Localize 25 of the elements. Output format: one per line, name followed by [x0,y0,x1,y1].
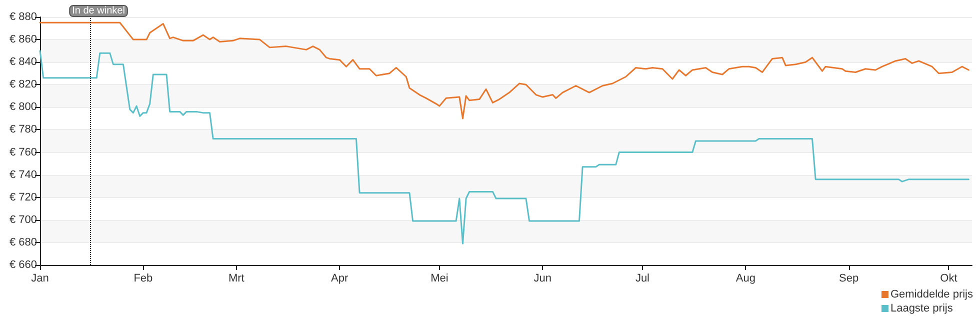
y-tick-label: € 700 [9,214,37,226]
y-tick-label: € 660 [9,259,37,271]
ref-line-label: In de winkel [72,6,125,16]
y-tick-label: € 880 [9,11,37,23]
x-tick-label: Aug [736,272,756,284]
x-tick-label: Apr [331,272,348,284]
x-tick-label: Mrt [228,272,244,284]
y-tick-label: € 800 [9,101,37,114]
legend-label: Laagste prijs [890,302,954,314]
y-tick-label: € 860 [9,34,37,46]
y-tick-label: € 840 [9,56,37,68]
x-tick-label: Sep [839,272,859,284]
x-tick-label: Mei [430,272,448,284]
y-tick-label: € 820 [9,78,37,91]
x-tick-label: Jun [534,272,552,284]
y-tick-label: € 760 [9,146,37,158]
y-tick-label: € 680 [9,236,37,248]
x-tick-label: Jan [31,272,49,284]
x-tick-label: Okt [940,272,958,284]
y-tick-label: € 740 [9,168,37,181]
x-tick-label: Feb [134,272,153,284]
y-tick-label: € 720 [9,191,37,204]
x-tick-label: Jul [635,272,650,284]
y-tick-label: € 780 [9,124,37,136]
legend-label: Gemiddelde prijs [890,288,974,300]
